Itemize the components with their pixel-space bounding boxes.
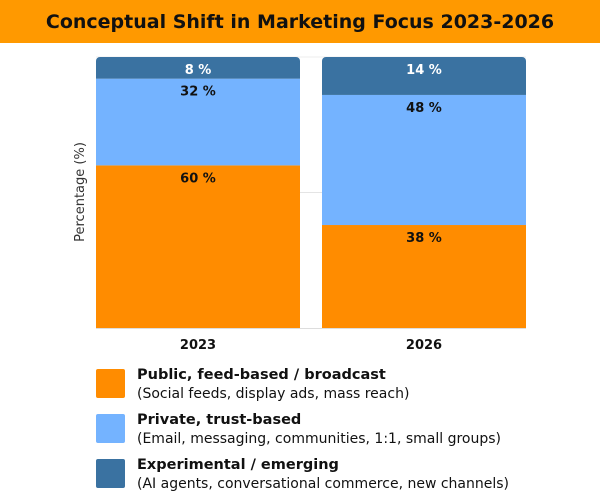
legend-swatch: [96, 459, 125, 488]
legend-description: (AI agents, conversational commerce, new…: [137, 476, 510, 492]
data-label: 38 %: [406, 231, 442, 246]
bar-segment: [96, 165, 300, 328]
data-label: 48 %: [406, 101, 442, 116]
legend-text: Private, trust-based (Email, messaging, c…: [137, 411, 501, 449]
bar-segment: [96, 78, 300, 166]
legend-label: Private, trust-based: [137, 412, 302, 428]
bar-segment: [322, 94, 526, 226]
title-bar: Conceptual Shift in Marketing Focus 2023…: [0, 0, 600, 43]
data-label: 60 %: [180, 171, 216, 186]
data-label: 8 %: [185, 63, 212, 78]
legend-label: Public, feed-based / broadcast: [137, 367, 386, 383]
legend-text: Experimental / emerging (AI agents, conve…: [137, 456, 509, 494]
chart-title: Conceptual Shift in Marketing Focus 2023…: [45, 10, 555, 33]
x-tick-label: 2026: [406, 338, 442, 353]
data-label: 32 %: [180, 85, 216, 100]
legend-description: (Social feeds, display ads, mass reach): [137, 386, 410, 402]
bar-segment: [96, 57, 300, 79]
legend-description: (Email, messaging, communities, 1:1, sma…: [137, 431, 502, 447]
x-tick-label: 2023: [180, 338, 216, 353]
legend-swatch: [96, 414, 125, 443]
bar-segment: [322, 225, 526, 328]
legend-text: Public, feed-based / broadcast (Social fe…: [137, 366, 409, 404]
legend-swatch: [96, 369, 125, 398]
bar-segment: [322, 57, 526, 95]
data-label: 14 %: [406, 63, 442, 78]
legend-label: Experimental / emerging: [137, 457, 339, 473]
y-axis-label: Percentage (%): [73, 142, 88, 242]
